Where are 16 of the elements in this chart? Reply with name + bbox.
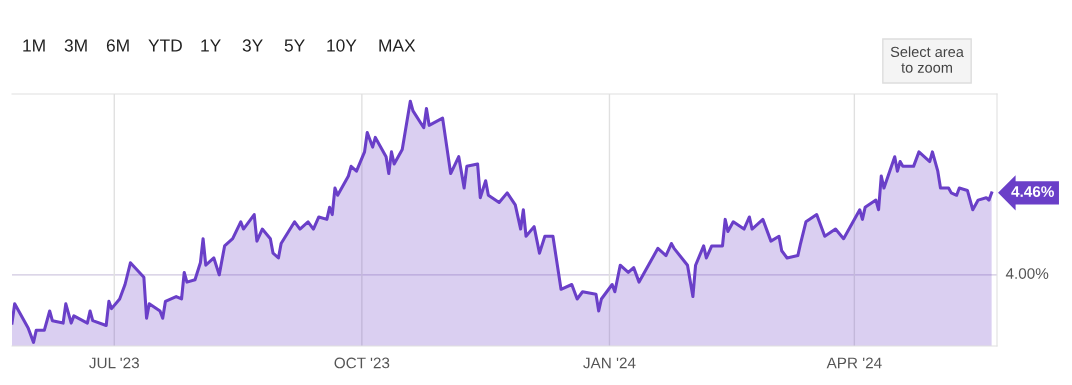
x-tick-label: OCT '23 [334, 357, 390, 369]
text: 5Y [284, 39, 305, 52]
x-tick-label: JAN '24 [583, 357, 636, 369]
text: 3Y [242, 39, 263, 52]
text: 10Y [327, 39, 357, 52]
text: 1Y [201, 39, 221, 52]
text: 4.00% [1005, 268, 1049, 279]
annotation: 4.46% [1011, 186, 1054, 197]
text: 6M [106, 39, 129, 52]
x-tick-label: APR '24 [826, 357, 882, 369]
text: YTD [148, 39, 182, 52]
text: 1M [23, 39, 45, 52]
x-tick-label: JUL '23 [89, 357, 139, 369]
text: Select area to zoom [890, 46, 964, 73]
text: 3M [64, 39, 87, 52]
text: MAX [379, 39, 416, 52]
